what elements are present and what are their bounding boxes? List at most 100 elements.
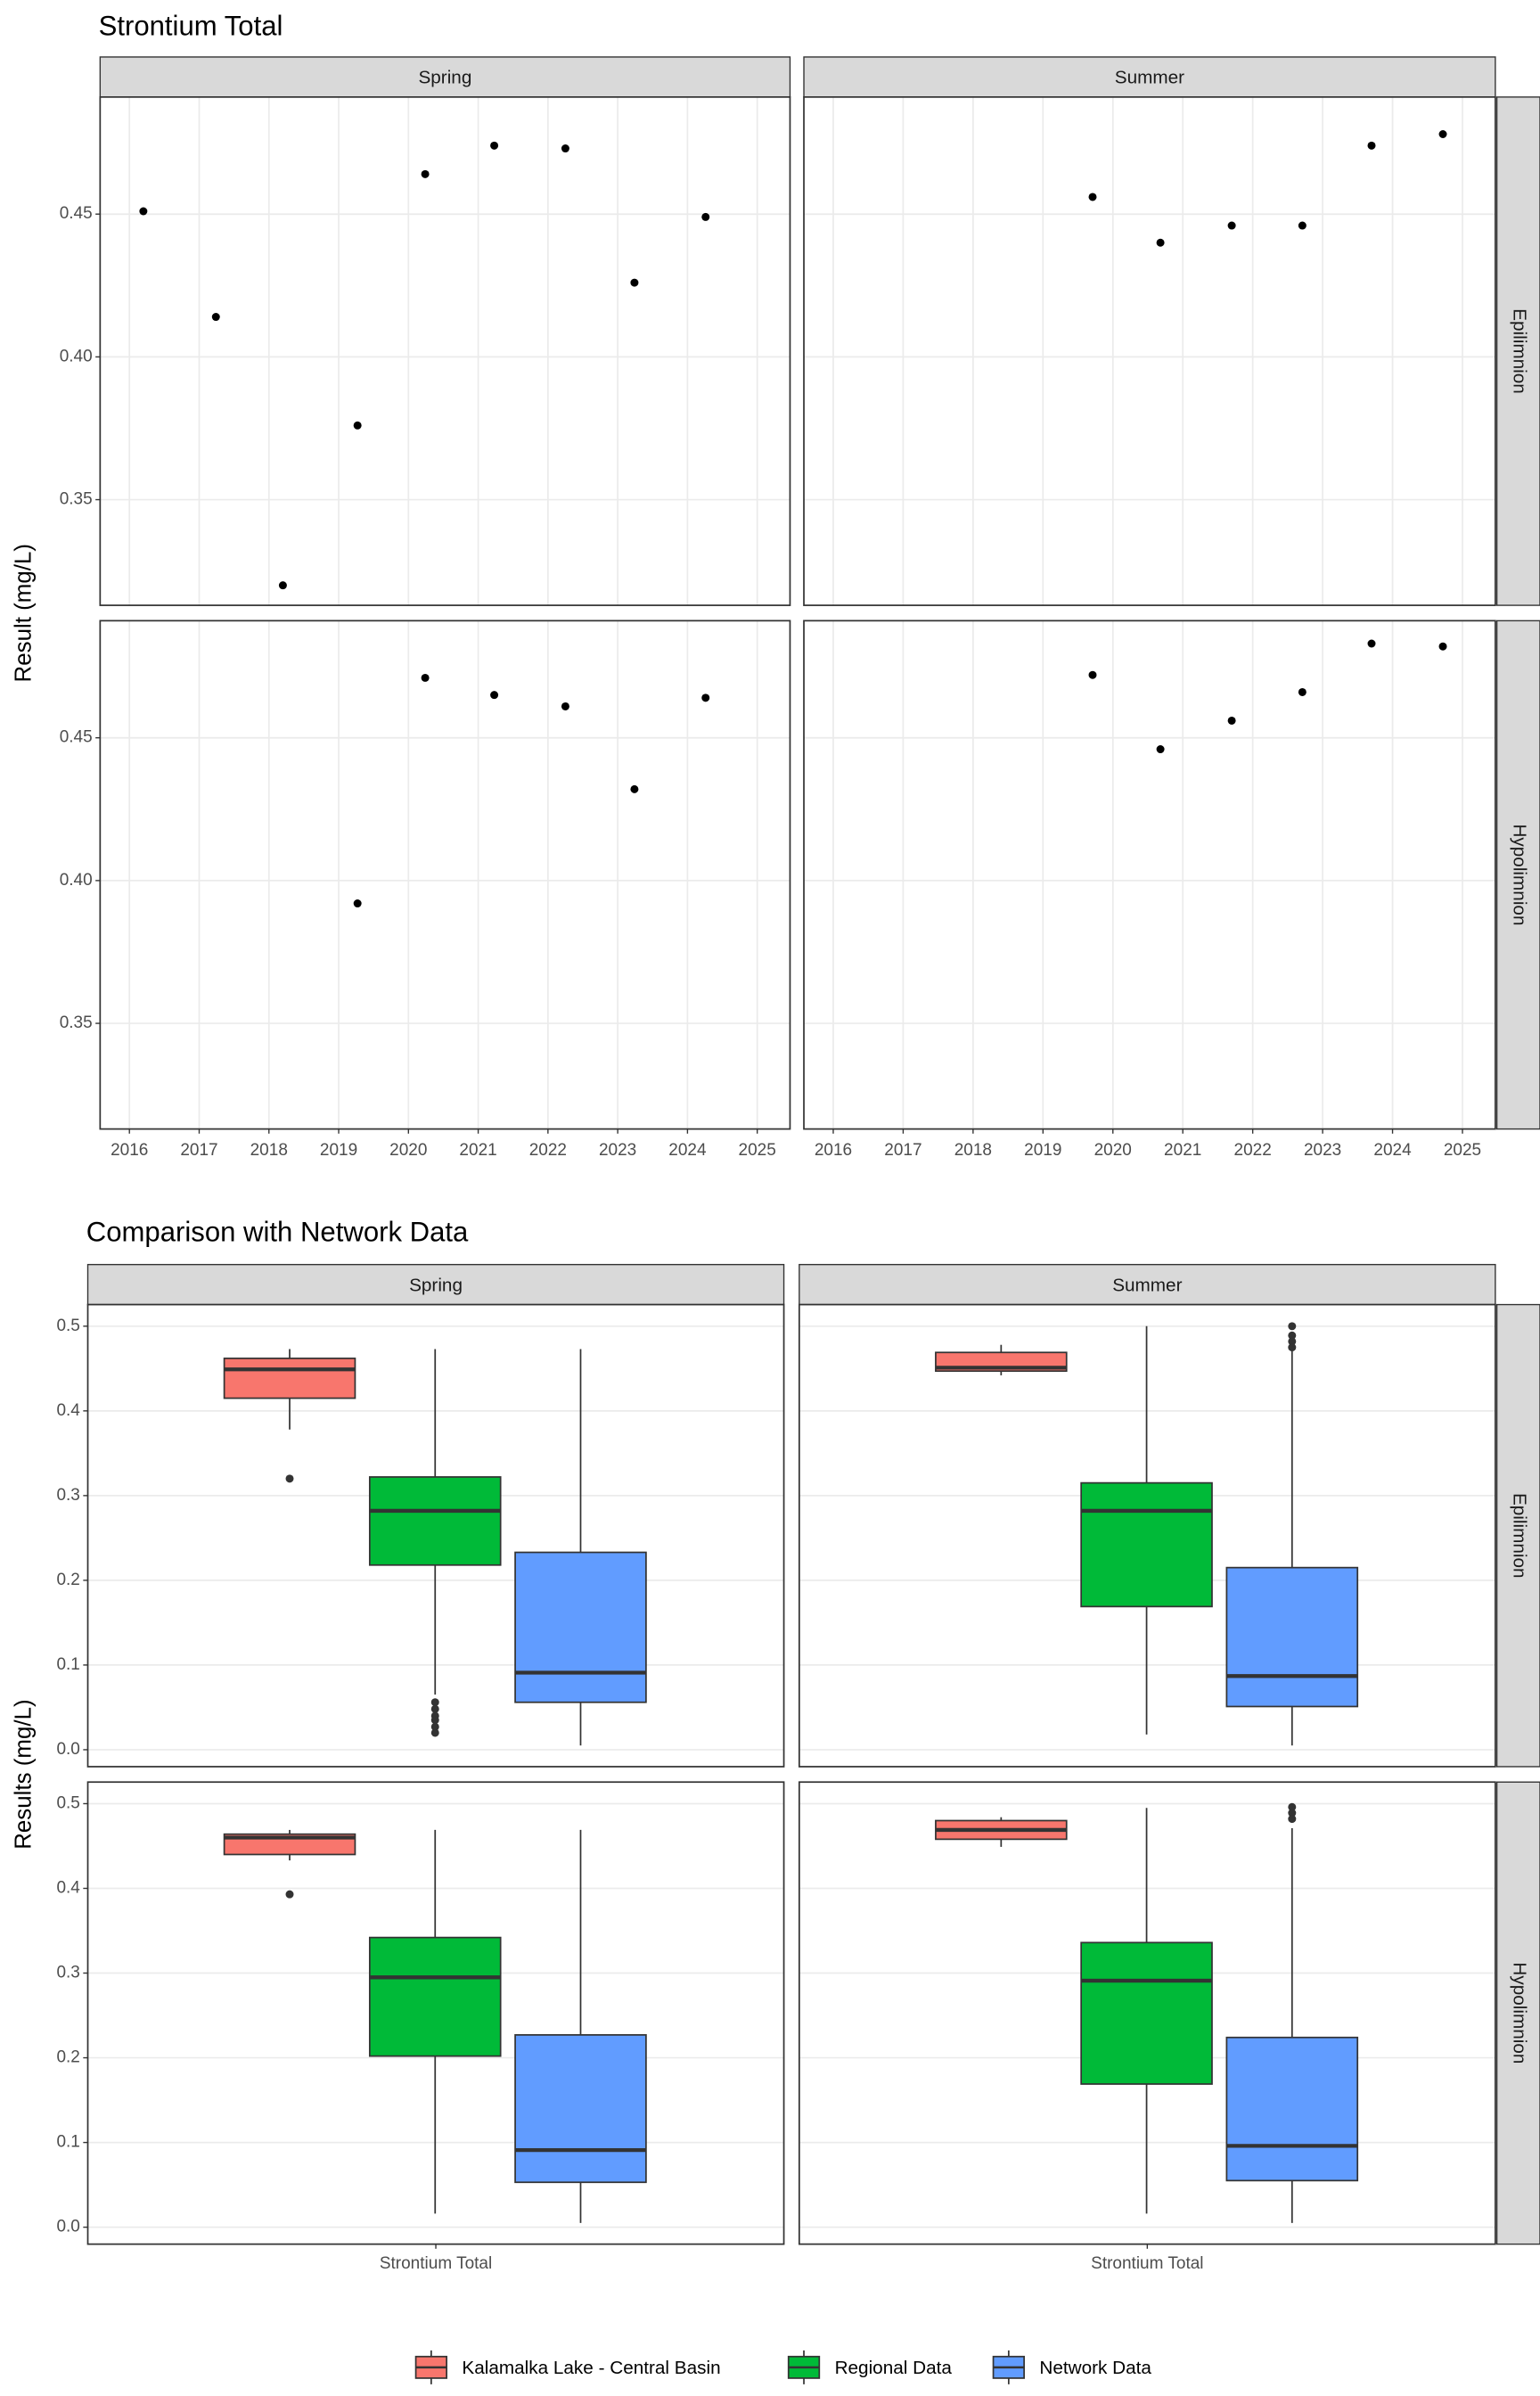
legend-label: Regional Data bbox=[835, 2358, 953, 2378]
y-tick-label: 0.35 bbox=[60, 1013, 93, 1032]
x-tick-label: 2025 bbox=[739, 1141, 776, 1160]
x-tick-label: 2017 bbox=[884, 1141, 922, 1160]
data-point bbox=[561, 702, 569, 710]
data-point bbox=[630, 278, 639, 287]
x-tick-label: 2020 bbox=[1094, 1141, 1132, 1160]
x-tick-label: 2019 bbox=[1024, 1141, 1061, 1160]
x-tick-label: 2024 bbox=[1373, 1141, 1412, 1160]
x-tick-label: 2020 bbox=[389, 1141, 427, 1160]
data-point bbox=[1088, 193, 1097, 201]
data-point bbox=[490, 691, 499, 700]
facet-label: Epilimnion bbox=[1509, 308, 1529, 394]
x-tick-label: 2019 bbox=[320, 1141, 357, 1160]
data-point bbox=[1367, 639, 1376, 648]
panel-border bbox=[803, 620, 1496, 1130]
outlier bbox=[1288, 1337, 1297, 1346]
box bbox=[1225, 1566, 1359, 1708]
facet-label: Summer bbox=[1115, 68, 1184, 88]
panel-background bbox=[100, 96, 790, 606]
outlier bbox=[1288, 1809, 1297, 1818]
y-tick-label: 0.45 bbox=[60, 204, 93, 223]
facet-strip bbox=[99, 56, 791, 98]
box bbox=[223, 1358, 356, 1399]
outlier bbox=[1288, 1802, 1297, 1811]
x-tick-label: 2022 bbox=[1234, 1141, 1272, 1160]
box bbox=[1080, 1941, 1213, 2085]
facet-label: Hypolimnion bbox=[1509, 824, 1529, 925]
y-tick-label: 0.4 bbox=[56, 1401, 80, 1420]
y-tick-label: 0.2 bbox=[56, 2048, 79, 2067]
data-point bbox=[630, 784, 639, 793]
box bbox=[368, 1936, 502, 2057]
data-point bbox=[353, 899, 362, 908]
facet-strip bbox=[803, 56, 1496, 98]
x-tick-label: 2021 bbox=[1164, 1141, 1201, 1160]
facet-strip bbox=[1495, 1781, 1540, 2245]
x-tick-label: 2016 bbox=[815, 1141, 852, 1160]
facet-strip bbox=[1495, 620, 1540, 1130]
box bbox=[514, 1551, 647, 1703]
data-point bbox=[490, 141, 499, 150]
data-point bbox=[1088, 670, 1097, 679]
y-tick-label: 0.5 bbox=[56, 1793, 79, 1812]
data-point bbox=[1156, 238, 1165, 247]
panel-border bbox=[803, 95, 1496, 606]
outlier bbox=[430, 1728, 439, 1737]
panel-border bbox=[86, 1781, 785, 2245]
facet-label: Spring bbox=[409, 1275, 463, 1295]
y-tick-label: 0.1 bbox=[56, 2133, 79, 2152]
facet-label: Epilimnion bbox=[1509, 1493, 1529, 1579]
y-tick-label: 0.35 bbox=[60, 490, 93, 509]
facet-label: Spring bbox=[418, 68, 471, 88]
facet-strip bbox=[1495, 1303, 1540, 1768]
y-tick-label: 0.40 bbox=[60, 871, 93, 890]
panel-border bbox=[86, 1303, 785, 1768]
outlier bbox=[285, 1890, 294, 1899]
data-point bbox=[1227, 221, 1236, 230]
data-point bbox=[1438, 642, 1447, 651]
data-point bbox=[701, 212, 710, 221]
outlier bbox=[1288, 1343, 1297, 1352]
facet-strip bbox=[1495, 96, 1540, 606]
data-point bbox=[1298, 687, 1307, 696]
facet-label: Summer bbox=[1112, 1275, 1182, 1295]
data-point bbox=[1227, 716, 1236, 725]
legend-label: Kalamalka Lake - Central Basin bbox=[462, 2358, 720, 2378]
data-point bbox=[1298, 221, 1307, 230]
x-tick-label: 2018 bbox=[250, 1141, 288, 1160]
legend-label: Network Data bbox=[1039, 2358, 1151, 2378]
facet-label: Hypolimnion bbox=[1509, 1962, 1529, 2064]
panel-border bbox=[798, 1303, 1496, 1768]
panel-border bbox=[798, 1781, 1496, 2245]
outlier bbox=[285, 1474, 294, 1483]
x-tick-label: 2017 bbox=[180, 1141, 217, 1160]
panel-background bbox=[804, 96, 1495, 606]
facet-strip bbox=[86, 1263, 785, 1306]
x-tick-label: 2016 bbox=[111, 1141, 148, 1160]
box bbox=[1225, 2036, 1359, 2182]
panel-border bbox=[99, 95, 791, 606]
data-point bbox=[701, 693, 710, 702]
data-point bbox=[139, 207, 148, 216]
outlier bbox=[1288, 1322, 1297, 1331]
outlier bbox=[430, 1722, 439, 1731]
x-tick-label: 2018 bbox=[954, 1141, 992, 1160]
y-tick-label: 0.45 bbox=[60, 728, 93, 747]
data-point bbox=[421, 169, 430, 178]
data-point bbox=[211, 313, 220, 322]
chart-title: Comparison with Network Data bbox=[86, 1216, 469, 1247]
y-tick-label: 0.4 bbox=[56, 1879, 80, 1898]
data-point bbox=[1367, 141, 1376, 150]
y-tick-label: 0.5 bbox=[56, 1317, 79, 1335]
y-tick-label: 0.40 bbox=[60, 347, 93, 365]
data-point bbox=[561, 144, 569, 153]
x-tick-label: Strontium Total bbox=[380, 2254, 492, 2273]
y-tick-label: 0.1 bbox=[56, 1655, 79, 1674]
y-tick-label: 0.2 bbox=[56, 1571, 79, 1589]
chart-title: Strontium Total bbox=[99, 10, 283, 41]
box bbox=[514, 2034, 647, 2184]
x-tick-label: 2024 bbox=[668, 1141, 707, 1160]
box bbox=[1080, 1481, 1213, 1608]
data-point bbox=[421, 673, 430, 682]
box bbox=[368, 1476, 502, 1566]
